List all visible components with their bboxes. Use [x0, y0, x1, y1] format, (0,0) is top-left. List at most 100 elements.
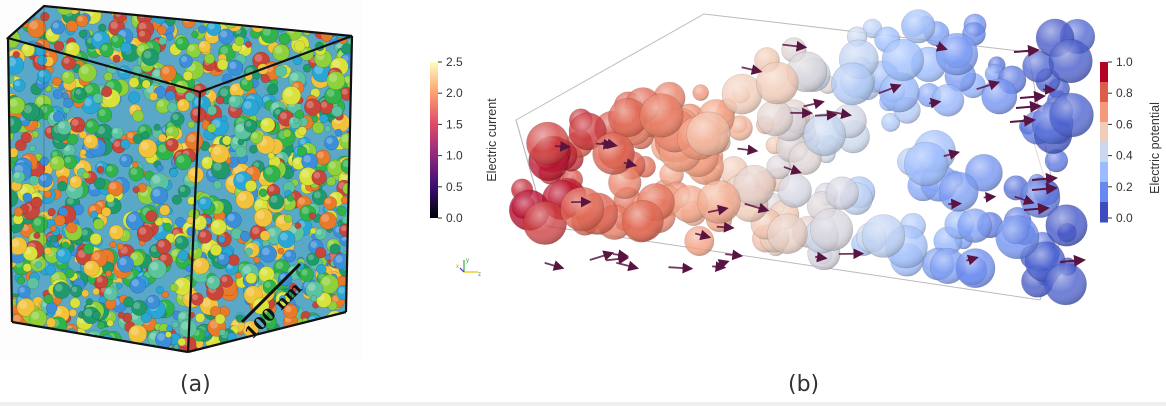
particle [232, 6, 243, 11]
particle [158, 36, 167, 46]
colorbar-potential-band [1100, 142, 1108, 163]
particle [76, 125, 85, 133]
particle-sphere-shading [904, 142, 949, 186]
particle [49, 224, 57, 232]
particle-highlight [157, 100, 165, 108]
particle-highlight [198, 8, 206, 17]
particle-sphere-shading [957, 208, 992, 243]
particle [101, 206, 112, 217]
colorbar-current-gradient [430, 62, 438, 218]
current-arrow [814, 109, 838, 121]
particle [205, 275, 221, 290]
particle-highlight [341, 134, 349, 143]
particle-highlight [314, 65, 324, 75]
particle [205, 6, 223, 17]
particle [90, 210, 99, 219]
particle-highlight [55, 283, 63, 292]
particle [245, 40, 252, 48]
particle-sphere-shading [608, 98, 648, 137]
particle [92, 93, 104, 104]
particle [11, 6, 24, 12]
particle-sphere-shading [526, 122, 569, 165]
particle [244, 179, 257, 193]
particle-highlight [299, 138, 306, 145]
particle-highlight [139, 227, 147, 235]
particle [258, 350, 266, 352]
particle-highlight [22, 44, 30, 51]
particle-highlight [8, 12, 13, 21]
particle-highlight [199, 198, 206, 205]
particle [293, 117, 300, 125]
particle-highlight [310, 241, 318, 248]
particle [22, 192, 33, 203]
particle [293, 40, 306, 52]
current-arrow [668, 262, 694, 274]
particle-sphere-shading [777, 173, 812, 208]
particle-highlight [316, 229, 322, 235]
particle [62, 92, 69, 100]
particle [171, 321, 179, 329]
particle-highlight [192, 294, 199, 300]
particle [214, 313, 226, 325]
particle-highlight [112, 128, 119, 134]
particle [197, 196, 212, 211]
particle [281, 85, 302, 106]
particle-highlight [11, 239, 20, 248]
current-arrow [555, 140, 571, 152]
particle-highlight [24, 248, 32, 255]
particle-highlight [102, 344, 109, 351]
particle-sphere-shading [955, 248, 996, 288]
particle [225, 211, 242, 229]
particle-highlight [188, 44, 195, 52]
particle-highlight [265, 167, 273, 175]
particle [110, 34, 125, 48]
particle-highlight [252, 226, 260, 235]
particle [311, 189, 328, 205]
particle-highlight [255, 200, 263, 208]
particle-highlight [199, 231, 206, 238]
particle-network-image: 2.5 2.0 1.5 1.0 0.5 0.0 Electric current y z … [430, 9, 1162, 306]
colorbar-current-tick-label: 0.5 [446, 180, 463, 194]
particle-highlight [262, 119, 269, 126]
particle [302, 63, 312, 73]
caption-a: (a) [180, 372, 211, 397]
particle-highlight [277, 6, 286, 15]
particle-highlight [77, 344, 86, 352]
colorbar-current-tick-label: 2.0 [446, 86, 463, 100]
current-arrow [878, 83, 902, 95]
particle [136, 224, 154, 242]
particle [344, 14, 352, 34]
particle-sphere-shading [931, 84, 964, 117]
colorbar-potential-band [1100, 122, 1108, 143]
particle [56, 120, 72, 136]
particle-highlight [181, 321, 190, 330]
particle-highlight [0, 171, 8, 179]
particle-highlight [8, 118, 15, 126]
particle-highlight [203, 241, 212, 250]
particle-highlight [335, 23, 343, 32]
particle [82, 171, 90, 180]
particle-sphere-shading [756, 62, 799, 105]
particle-sphere-shading [882, 39, 924, 81]
particle-highlight [63, 72, 70, 79]
particle-highlight [235, 174, 245, 183]
particle-highlight [280, 232, 288, 241]
current-arrow [948, 198, 962, 210]
particle [253, 208, 273, 228]
particle-sphere-shading [1048, 39, 1093, 83]
particle [165, 138, 179, 152]
particle [239, 231, 251, 242]
particle-highlight [2, 165, 8, 171]
particle [108, 224, 124, 240]
particle-highlight [262, 247, 270, 256]
particle [188, 6, 196, 13]
particle-highlight [158, 240, 165, 248]
particle [283, 249, 297, 263]
particle-highlight [130, 105, 137, 112]
particle [334, 343, 345, 352]
particle-sphere-shading [733, 165, 775, 207]
particle [282, 128, 292, 138]
particle-highlight [39, 70, 46, 78]
particle-highlight [81, 229, 88, 236]
particle [26, 277, 40, 290]
